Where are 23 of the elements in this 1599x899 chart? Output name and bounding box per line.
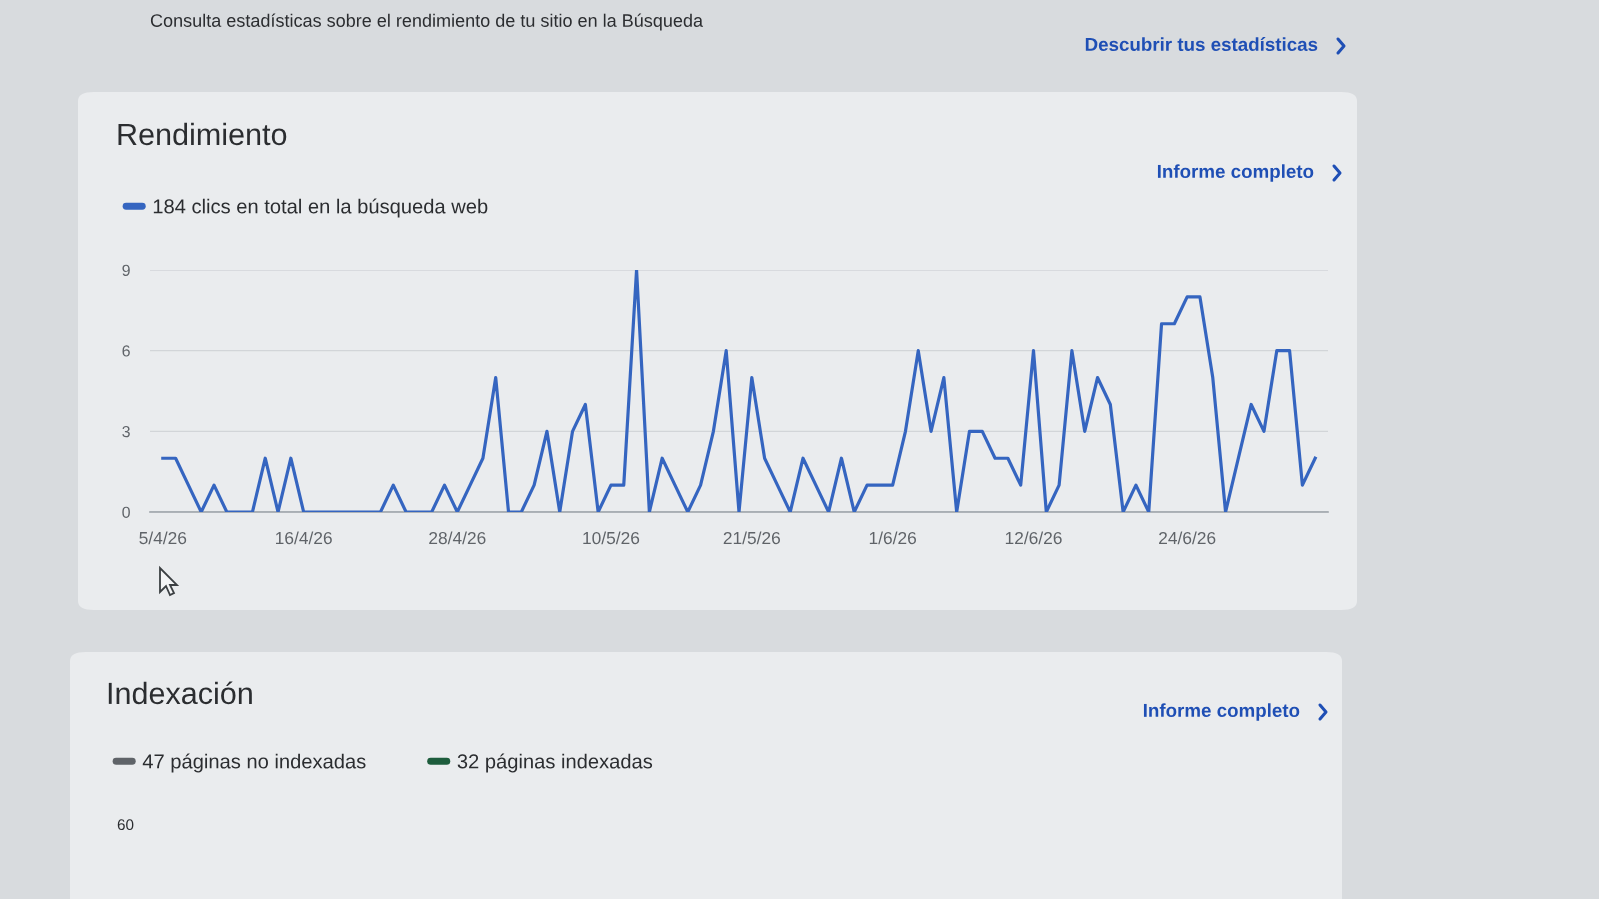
y-tick-label: 9: [122, 264, 130, 276]
y-tick-label: 6: [122, 345, 130, 357]
x-tick-label: 5/4/26: [139, 531, 187, 545]
x-tick-label: 24/6/26: [1159, 531, 1216, 545]
x-tick-label: 16/4/26: [276, 531, 332, 545]
x-tick-label: 21/5/26: [723, 531, 781, 545]
line-series: [161, 270, 1317, 512]
text: Informe completo: [1143, 703, 1300, 721]
text: Consulta estadísticas sobre el rendimiento de tu sitio en la Búsqueda: [150, 13, 704, 31]
text: Informe completo: [1157, 164, 1314, 182]
legend-label: 47 páginas no indexadas: [142, 753, 366, 773]
y-tick-label: 0: [122, 506, 130, 518]
x-tick-label: 10/5/26: [583, 531, 640, 545]
chart-title: Rendimiento: [118, 122, 287, 146]
legend-label: 184 clics en total en la búsqueda web: [153, 198, 488, 218]
x-tick-label: 28/4/26: [429, 531, 486, 545]
legend-label: 32 páginas indexadas: [457, 753, 653, 773]
text: 60: [117, 819, 134, 831]
x-tick-label: 12/6/26: [1005, 531, 1062, 545]
text: Indexación: [108, 681, 252, 705]
text: Descubrir tus estadísticas: [1085, 37, 1318, 52]
y-tick-label: 3: [122, 425, 130, 438]
x-tick-label: 1/6/26: [869, 531, 917, 545]
